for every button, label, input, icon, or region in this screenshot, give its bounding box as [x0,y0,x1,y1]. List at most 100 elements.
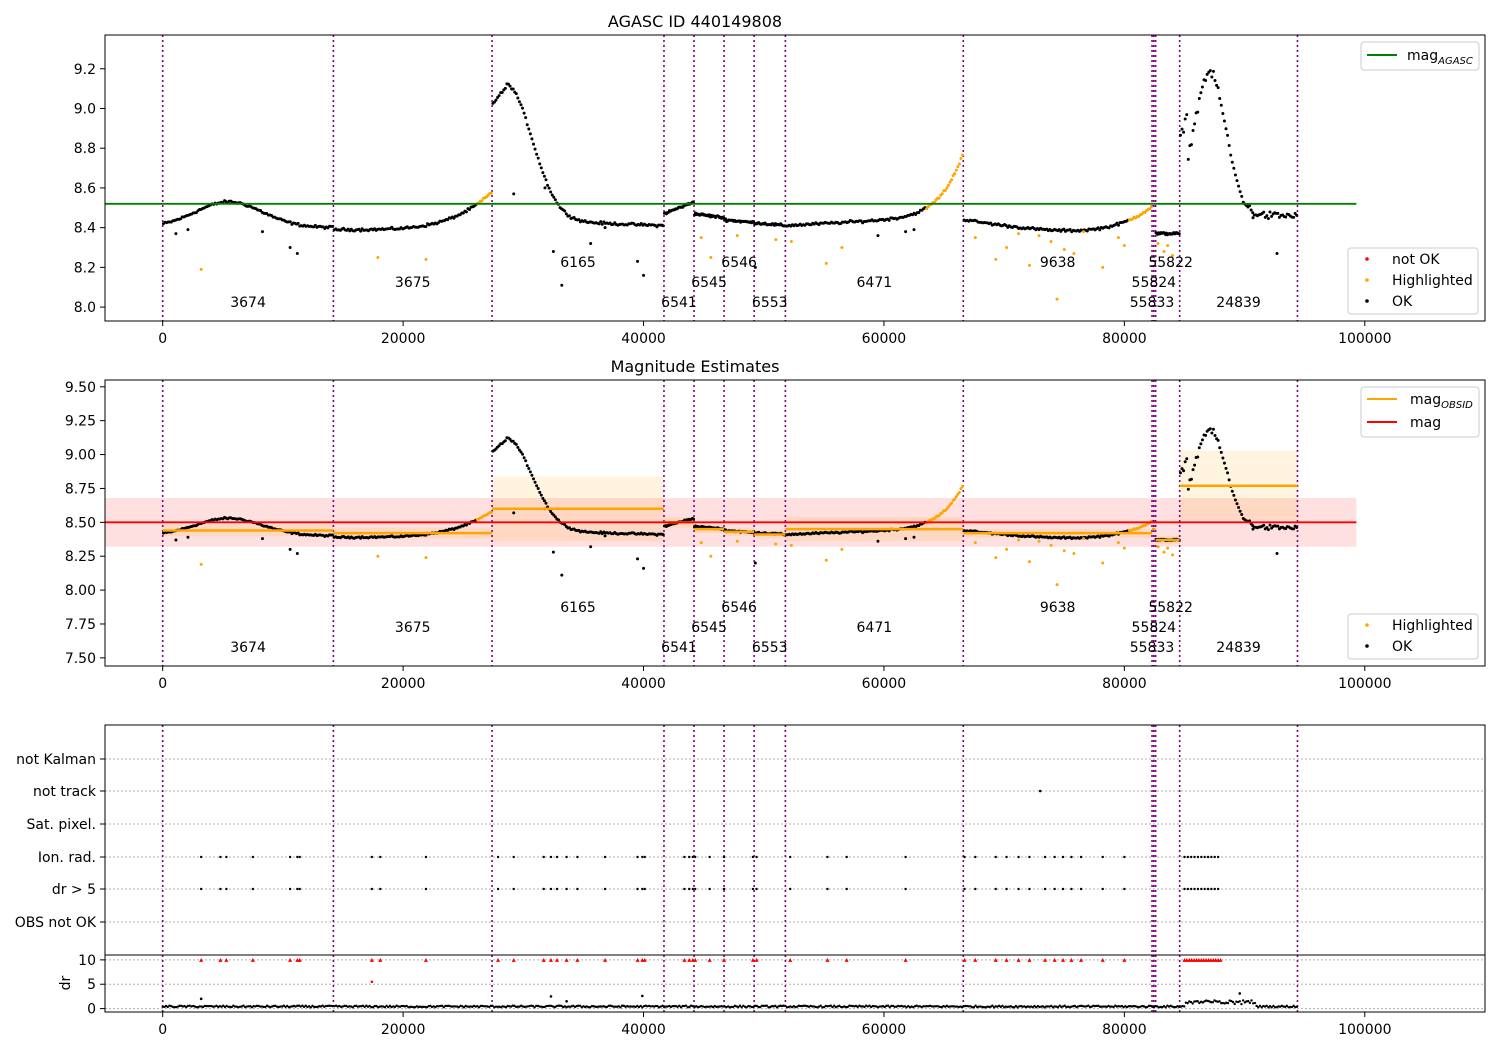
x-tick-label: 100000 [1338,676,1391,692]
dr-capped-point [250,957,255,962]
dr-point [477,1006,481,1009]
ok-point [1226,133,1230,137]
ok-point [1235,502,1239,506]
highlighted-point [699,236,703,240]
dr-point [831,1005,834,1009]
highlighted-point [1055,297,1059,301]
dr-capped-point [218,957,223,962]
dr-point [439,1004,442,1008]
ok-point [1238,509,1242,513]
ok-point [535,152,539,156]
dr-gt-5-flag-point [751,887,755,891]
ok-point [1208,427,1212,431]
dr-point [496,1005,499,1008]
dr-point [491,1004,494,1008]
dr-capped-point [1218,957,1223,962]
dr-point [1211,1001,1215,1004]
ok-point [1107,226,1111,230]
dr-gt-5-flag-point [512,887,515,891]
highlighted-point [959,487,963,491]
dr-point [1095,1004,1098,1008]
dr-point [1034,1006,1038,1009]
highlighted-point [1082,537,1086,541]
plot-area [105,725,1485,955]
ok-point [525,464,529,468]
dr-point [504,1005,508,1009]
obsid-label: 3674 [230,640,266,656]
ok-point [531,477,535,481]
dr-point [681,1004,684,1008]
ok-point [887,218,891,222]
highlighted-point [940,192,944,196]
highlighted-point [954,168,958,172]
dr-point [1226,1001,1230,1005]
ok-point [295,551,299,555]
ok-point [288,547,292,551]
ok-point [1180,127,1184,131]
ok-point [1230,489,1234,493]
ok-point [1295,526,1299,530]
dr-point [641,994,644,998]
ok-point [464,523,468,527]
ok-point [1189,477,1193,481]
highlighted-point [199,562,203,566]
dr-point [531,1004,535,1008]
y-tick-label: 8.4 [74,221,96,237]
legend-label: Highlighted [1392,273,1473,289]
dr-point [730,1005,733,1009]
ok-point [1275,551,1279,555]
obsid-label: 3675 [395,275,431,291]
dr-point [1120,1004,1124,1008]
ok-point [1235,179,1239,183]
dr-point [353,1004,356,1008]
obsid-label: 6471 [857,620,893,636]
ok-point [260,230,264,234]
dr-gt-5-flag-point [641,887,644,891]
dr-capped-point [297,957,302,962]
dr-gt-5-flag-point [219,887,222,891]
x-tick-label: 60000 [862,1022,907,1038]
ok-point [508,84,512,88]
ion-rad-flag-point [1017,855,1020,859]
dr-capped-point [682,957,687,962]
ok-point [260,537,264,541]
highlighted-point [789,543,793,547]
y-tick-label: 8.00 [65,583,96,599]
ok-point [517,448,521,452]
ok-point [549,190,553,194]
dr-capped-point [1061,957,1066,962]
dr-point [400,1004,403,1008]
dr-gt-5-flag-point [298,887,301,891]
ok-point [1180,467,1184,471]
dr-point [494,1005,498,1008]
ok-point [1183,117,1187,121]
y-tick-label: 8.2 [74,260,96,276]
ok-point [912,228,916,232]
obsid-label: 6553 [752,295,788,311]
dr-gt-5-flag-point [555,887,559,891]
highlighted-point [1101,561,1105,565]
dr-point [1240,1002,1243,1006]
ok-point [1197,96,1201,100]
dr-capped-point [288,957,293,962]
dr-gt-5-flag-point [963,887,966,891]
dr-gt-5-flag-point [576,887,579,891]
dr-capped-point [722,957,727,962]
ok-point [512,511,516,515]
ok-point [1251,211,1255,215]
ion-rad-flag-point [512,855,515,859]
legend-marker-not-ok [1365,257,1369,261]
ok-point [1284,215,1288,219]
ok-point [528,470,532,474]
dr-point [737,1005,740,1009]
ok-point [1292,527,1296,531]
ok-point [174,232,178,236]
dr-axes: 0 5 10 0 20000 40000 60000 80000 100000 dr [58,953,1486,1038]
x-tick-label: 40000 [621,331,666,347]
dr-capped-point [993,957,998,962]
dr-point [264,1005,267,1009]
ok-point [917,211,921,215]
dr-capped-point [1069,957,1074,962]
ok-point [1229,153,1233,157]
ok-point [1185,457,1189,461]
